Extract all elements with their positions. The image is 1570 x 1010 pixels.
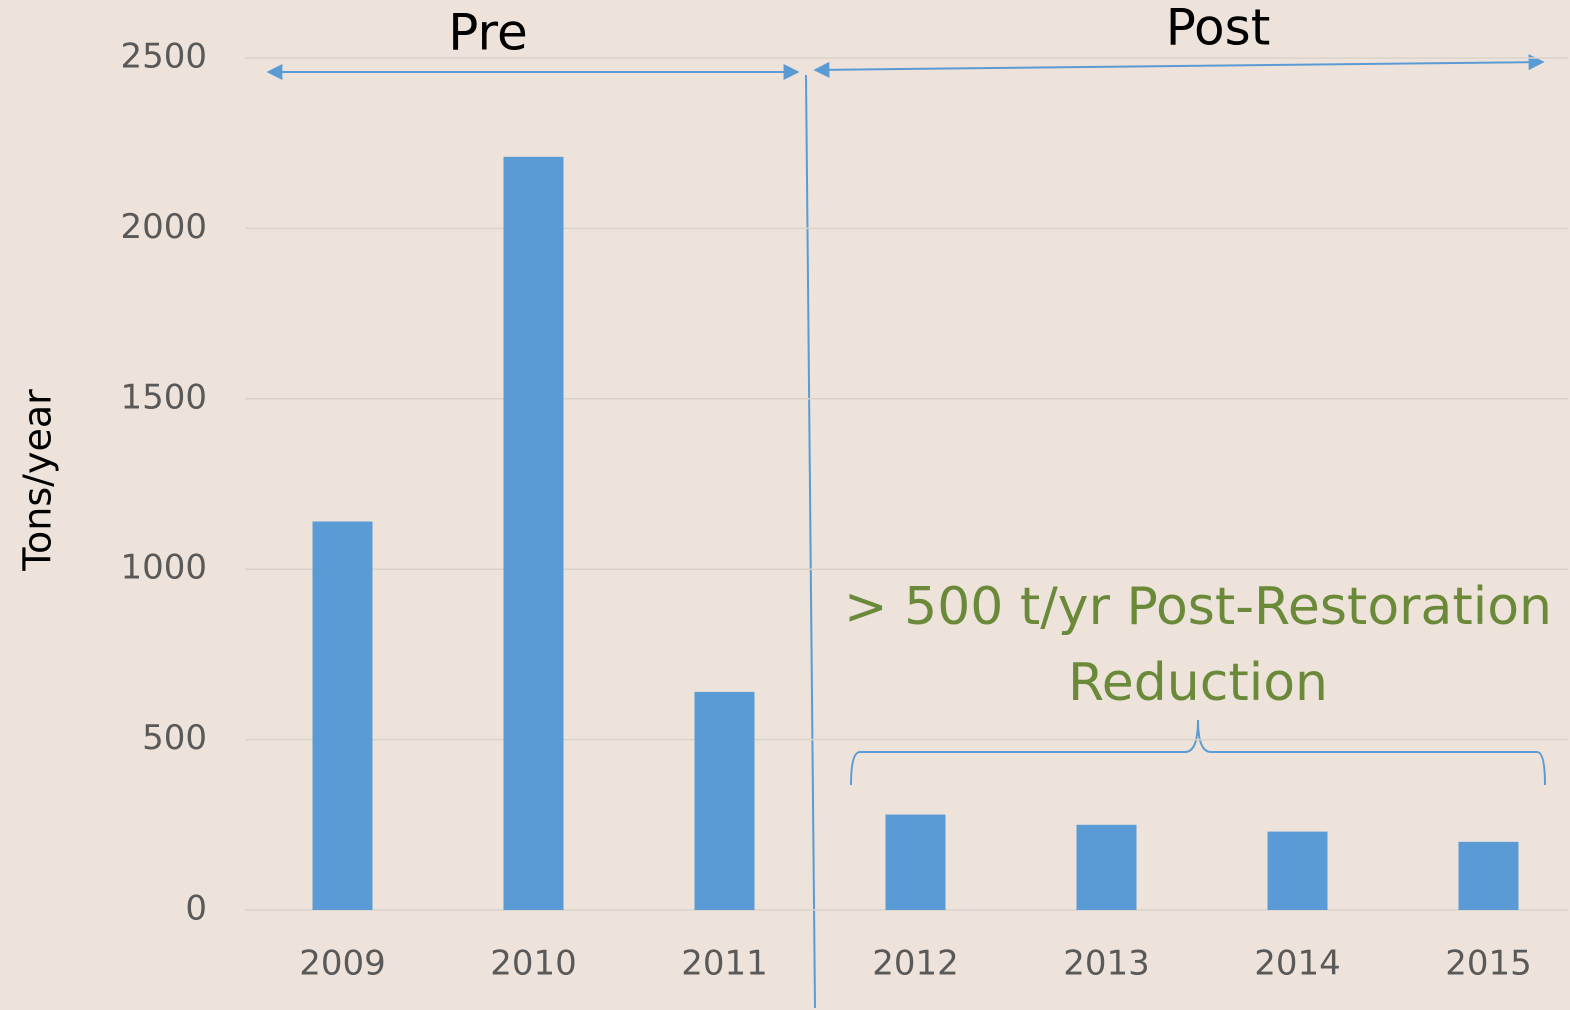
brace [850, 719, 1546, 786]
y-tick-label: 500 [142, 718, 207, 758]
x-tick-label: 2012 [872, 944, 959, 984]
annotation: > 500 t/yr Post-Restoration [844, 577, 1552, 637]
x-tick-label: 2015 [1445, 944, 1532, 984]
y-tick-label: 1500 [120, 377, 207, 417]
bar [1076, 824, 1137, 910]
x-tick-label: 2013 [1063, 944, 1150, 984]
annotation: Reduction [1068, 653, 1328, 713]
annotation: Pre [448, 4, 528, 62]
x-tick-label: 2010 [490, 944, 577, 984]
divider [805, 74, 816, 1009]
x-tick-label: 2011 [681, 944, 768, 984]
bar [503, 156, 564, 910]
post-arrow [813, 54, 1545, 78]
y-tick-label: 1000 [120, 548, 207, 588]
x-tick-label: 2014 [1254, 944, 1341, 984]
bar [312, 521, 373, 910]
bar [885, 814, 946, 910]
y-tick-label: 0 [185, 889, 207, 929]
bar [1267, 831, 1328, 910]
y-axis-label: Tons/year [16, 389, 60, 572]
y-tick-label: 2000 [120, 207, 207, 247]
annotation: Post [1166, 0, 1271, 57]
y-tick-label: 2500 [120, 37, 207, 77]
bar [694, 691, 755, 910]
bar [1458, 841, 1519, 910]
x-tick-label: 2009 [299, 944, 386, 984]
